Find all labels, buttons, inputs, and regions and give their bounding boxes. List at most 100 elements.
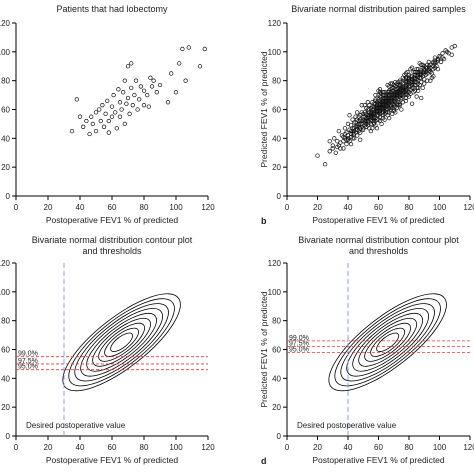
data-point xyxy=(130,103,135,108)
y-tick-label: 120 xyxy=(268,19,282,28)
data-point xyxy=(116,87,121,92)
data-point xyxy=(405,88,410,93)
data-point xyxy=(400,85,406,91)
data-point xyxy=(180,46,185,52)
data-point xyxy=(358,126,363,131)
data-point xyxy=(149,84,155,89)
data-point xyxy=(87,131,92,137)
y-tick-label: 80 xyxy=(1,77,10,86)
data-point xyxy=(419,62,424,67)
data-point xyxy=(420,85,425,91)
data-point xyxy=(402,85,407,91)
data-point xyxy=(390,85,395,91)
y-tick-label: 100 xyxy=(0,288,11,297)
data-point xyxy=(399,95,404,101)
data-point xyxy=(355,110,360,115)
data-point xyxy=(373,92,378,98)
data-point xyxy=(93,110,99,115)
data-point xyxy=(432,61,438,66)
panel-letter: d xyxy=(261,456,267,466)
data-point xyxy=(368,128,374,134)
data-point xyxy=(113,110,118,115)
y-tick-label: 0 xyxy=(6,192,11,201)
contour-line xyxy=(352,313,423,372)
data-point xyxy=(169,71,174,76)
y-tick-label: 40 xyxy=(1,374,10,383)
data-point xyxy=(165,100,171,105)
y-tick-label: 120 xyxy=(268,259,282,268)
data-point xyxy=(132,92,137,98)
data-point xyxy=(173,90,179,95)
percentile-label: 99.0% xyxy=(289,335,309,342)
data-point xyxy=(129,61,134,66)
data-point xyxy=(377,114,383,119)
data-point xyxy=(399,107,404,112)
chart-title-line: and thresholds xyxy=(82,246,142,256)
y-tick-label: 60 xyxy=(1,346,10,355)
chart-title: Bivariate normal distribution paired sam… xyxy=(291,4,466,14)
data-point xyxy=(315,153,320,158)
data-point xyxy=(109,114,115,119)
x-tick-label: 20 xyxy=(313,443,322,452)
x-tick-label: 120 xyxy=(201,203,215,212)
y-tick-label: 80 xyxy=(272,77,281,86)
data-point xyxy=(106,118,111,124)
y-tick-label: 120 xyxy=(0,19,11,28)
data-point xyxy=(345,137,351,142)
y-tick-label: 120 xyxy=(0,259,11,268)
data-point xyxy=(396,79,401,85)
data-point xyxy=(202,46,207,52)
data-point xyxy=(109,104,115,109)
data-point xyxy=(355,117,360,122)
data-point xyxy=(368,115,374,121)
x-tick-label: 100 xyxy=(169,443,183,452)
data-point xyxy=(444,49,450,54)
data-point xyxy=(385,98,390,103)
data-point xyxy=(429,71,435,76)
data-point xyxy=(122,121,127,127)
data-point xyxy=(380,92,386,98)
data-point xyxy=(137,97,142,102)
contour-line xyxy=(328,293,447,392)
data-point xyxy=(103,111,108,116)
data-point xyxy=(146,104,151,109)
data-point xyxy=(151,78,156,83)
y-tick-label: 20 xyxy=(272,163,281,172)
y-tick-label: 40 xyxy=(272,374,281,383)
data-point xyxy=(90,121,95,127)
y-tick-label: 20 xyxy=(1,403,10,412)
contour-line xyxy=(104,327,139,357)
contour-line xyxy=(340,303,435,382)
data-point xyxy=(122,78,127,83)
data-point xyxy=(391,101,396,106)
x-tick-label: 100 xyxy=(433,443,447,452)
data-point xyxy=(437,55,442,60)
contour-line xyxy=(92,317,151,367)
x-tick-label: 60 xyxy=(374,203,383,212)
data-point xyxy=(327,149,332,154)
data-point xyxy=(344,137,349,142)
x-tick-label: 100 xyxy=(433,203,447,212)
contour-line xyxy=(376,332,400,352)
data-point xyxy=(359,103,364,108)
data-point xyxy=(154,90,159,95)
data-point xyxy=(377,105,383,111)
percentile-label: 95.0% xyxy=(289,346,309,353)
data-point xyxy=(351,128,357,134)
x-tick-label: 80 xyxy=(140,203,149,212)
x-axis-label: Postoperative FEV1 % of predicted xyxy=(46,455,179,465)
data-point xyxy=(119,107,124,112)
data-point xyxy=(93,128,99,134)
data-point xyxy=(351,120,357,125)
y-tick-label: 0 xyxy=(277,192,282,201)
x-tick-label: 0 xyxy=(14,203,19,212)
x-tick-label: 60 xyxy=(108,443,117,452)
percentile-label: 99.0% xyxy=(18,351,38,358)
x-tick-label: 40 xyxy=(344,443,353,452)
data-point xyxy=(177,61,182,66)
data-point xyxy=(358,137,363,142)
y-tick-label: 60 xyxy=(272,106,281,115)
x-tick-label: 40 xyxy=(76,203,85,212)
threshold-label: Desired postoperative value xyxy=(297,421,397,430)
